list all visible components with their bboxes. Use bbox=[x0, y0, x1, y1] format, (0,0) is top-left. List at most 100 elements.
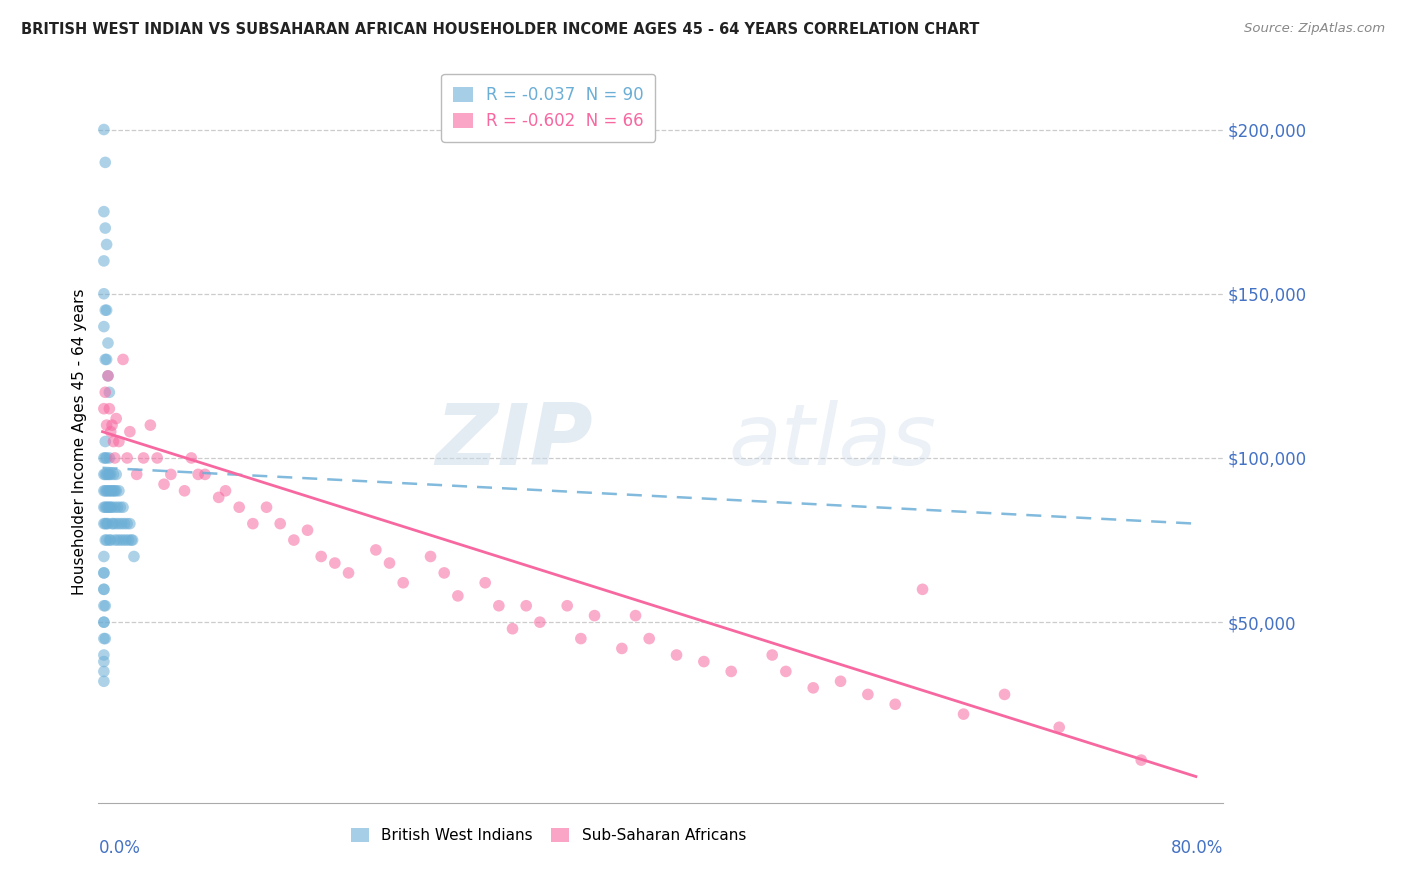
Point bbox=[952, 707, 974, 722]
Point bbox=[256, 500, 278, 515]
Point bbox=[160, 467, 183, 482]
Text: 0.0%: 0.0% bbox=[98, 838, 141, 857]
Point bbox=[94, 303, 117, 318]
Point bbox=[297, 523, 319, 537]
Text: Source: ZipAtlas.com: Source: ZipAtlas.com bbox=[1244, 22, 1385, 36]
Text: ZIP: ZIP bbox=[436, 400, 593, 483]
Point bbox=[97, 516, 120, 531]
Point bbox=[105, 467, 128, 482]
Point bbox=[93, 632, 115, 646]
Point bbox=[529, 615, 551, 630]
Point bbox=[105, 516, 128, 531]
Point bbox=[187, 467, 209, 482]
Point bbox=[488, 599, 510, 613]
Point bbox=[97, 336, 120, 351]
Point bbox=[1047, 720, 1070, 734]
Legend: British West Indians, Sub-Saharan Africans: British West Indians, Sub-Saharan Africa… bbox=[344, 822, 752, 849]
Text: 80.0%: 80.0% bbox=[1171, 838, 1223, 857]
Point bbox=[112, 516, 135, 531]
Point bbox=[96, 533, 118, 547]
Point bbox=[638, 632, 661, 646]
Point bbox=[569, 632, 592, 646]
Point bbox=[108, 516, 131, 531]
Point bbox=[665, 648, 688, 662]
Point bbox=[323, 556, 346, 570]
Point bbox=[100, 467, 122, 482]
Point bbox=[100, 500, 122, 515]
Point bbox=[104, 483, 127, 498]
Point bbox=[114, 533, 136, 547]
Point bbox=[146, 450, 169, 465]
Point bbox=[555, 599, 578, 613]
Point bbox=[139, 418, 162, 433]
Point bbox=[93, 582, 115, 597]
Point bbox=[93, 467, 115, 482]
Point bbox=[97, 467, 120, 482]
Point bbox=[111, 500, 134, 515]
Point bbox=[97, 483, 120, 498]
Point bbox=[378, 556, 401, 570]
Point bbox=[120, 533, 142, 547]
Point bbox=[392, 575, 415, 590]
Point bbox=[775, 665, 797, 679]
Point bbox=[100, 533, 122, 547]
Point bbox=[761, 648, 783, 662]
Point bbox=[1130, 753, 1153, 767]
Point bbox=[720, 665, 742, 679]
Point bbox=[94, 450, 117, 465]
Point bbox=[93, 401, 115, 416]
Point bbox=[104, 533, 127, 547]
Point bbox=[830, 674, 852, 689]
Point bbox=[993, 687, 1015, 701]
Point bbox=[96, 418, 118, 433]
Point bbox=[94, 500, 117, 515]
Point bbox=[93, 655, 115, 669]
Point bbox=[111, 352, 134, 367]
Point bbox=[101, 516, 124, 531]
Point bbox=[337, 566, 360, 580]
Y-axis label: Householder Income Ages 45 - 64 years: Householder Income Ages 45 - 64 years bbox=[72, 288, 87, 595]
Point bbox=[108, 483, 131, 498]
Point bbox=[115, 450, 138, 465]
Point bbox=[101, 483, 124, 498]
Point bbox=[97, 500, 120, 515]
Point bbox=[93, 500, 115, 515]
Point bbox=[801, 681, 824, 695]
Point bbox=[180, 450, 202, 465]
Point bbox=[118, 425, 141, 439]
Text: BRITISH WEST INDIAN VS SUBSAHARAN AFRICAN HOUSEHOLDER INCOME AGES 45 - 64 YEARS : BRITISH WEST INDIAN VS SUBSAHARAN AFRICA… bbox=[21, 22, 980, 37]
Point bbox=[856, 687, 879, 701]
Point bbox=[173, 483, 195, 498]
Point bbox=[153, 477, 176, 491]
Point bbox=[93, 516, 115, 531]
Point bbox=[98, 467, 121, 482]
Point bbox=[103, 483, 125, 498]
Point bbox=[105, 483, 128, 498]
Point bbox=[118, 516, 141, 531]
Point bbox=[624, 608, 647, 623]
Point bbox=[98, 500, 121, 515]
Point bbox=[93, 483, 115, 498]
Point bbox=[108, 434, 131, 449]
Point bbox=[364, 542, 387, 557]
Point bbox=[693, 655, 716, 669]
Point bbox=[98, 483, 121, 498]
Point bbox=[583, 608, 606, 623]
Point bbox=[101, 418, 124, 433]
Point bbox=[115, 516, 138, 531]
Point bbox=[117, 533, 139, 547]
Point bbox=[96, 500, 118, 515]
Point bbox=[96, 467, 118, 482]
Point bbox=[283, 533, 305, 547]
Point bbox=[94, 533, 117, 547]
Point bbox=[214, 483, 236, 498]
Point bbox=[94, 467, 117, 482]
Point bbox=[93, 674, 115, 689]
Point bbox=[111, 533, 134, 547]
Point bbox=[269, 516, 291, 531]
Point bbox=[94, 385, 117, 400]
Point bbox=[93, 450, 115, 465]
Point bbox=[96, 352, 118, 367]
Text: atlas: atlas bbox=[728, 400, 936, 483]
Point bbox=[110, 533, 132, 547]
